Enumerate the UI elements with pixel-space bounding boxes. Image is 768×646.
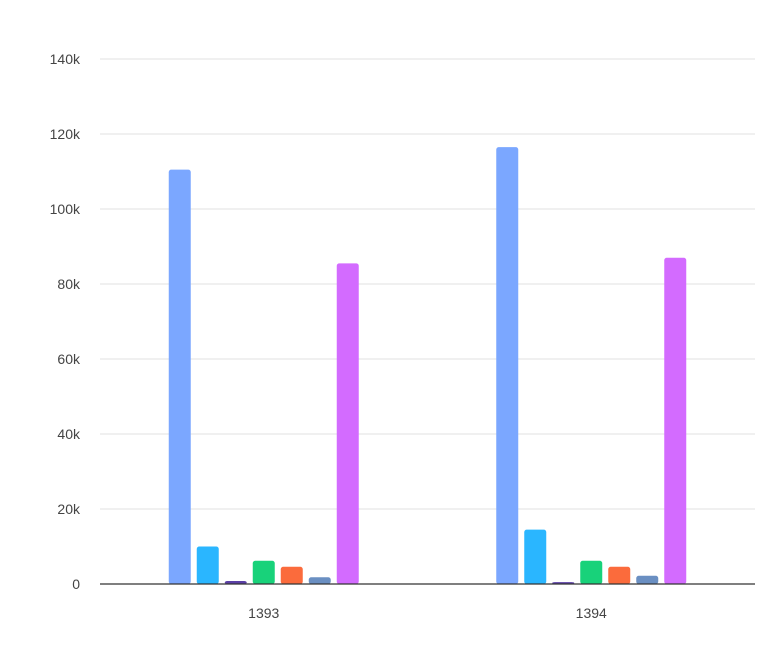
bar-1393-series-6 (308, 577, 331, 584)
x-tick-label: 1394 (576, 605, 607, 621)
y-tick-label: 20k (57, 501, 81, 517)
grid-layer (100, 58, 755, 510)
x-axis-ticks: 1393 1394 (248, 605, 607, 621)
bar-1394-series-1 (496, 147, 519, 584)
y-tick-label: 100k (50, 201, 81, 217)
bars (168, 147, 687, 584)
y-tick-label: 120k (50, 126, 81, 142)
bar-1394-series-7 (664, 257, 687, 584)
bar-1393-series-3 (224, 581, 247, 584)
bar-1393-series-1 (168, 169, 191, 584)
bar-1394-series-5 (608, 566, 631, 584)
y-tick-label: 140k (50, 51, 81, 67)
bar-1394-series-2 (524, 529, 547, 584)
y-tick-label: 60k (57, 351, 81, 367)
bar-1394-series-4 (580, 560, 603, 584)
y-axis-ticks: 0 20k 40k 60k 80k 100k 120k 140k (50, 51, 81, 592)
bar-1394-series-6 (636, 575, 659, 584)
bar-1393-series-2 (196, 546, 219, 584)
x-tick-label: 1393 (248, 605, 279, 621)
y-tick-label: 80k (57, 276, 81, 292)
bar-1393-series-4 (252, 560, 275, 584)
bar-1393-series-7 (336, 263, 359, 584)
y-tick-label: 40k (57, 426, 81, 442)
y-tick-label: 0 (72, 576, 80, 592)
bar-1393-series-5 (280, 566, 303, 584)
